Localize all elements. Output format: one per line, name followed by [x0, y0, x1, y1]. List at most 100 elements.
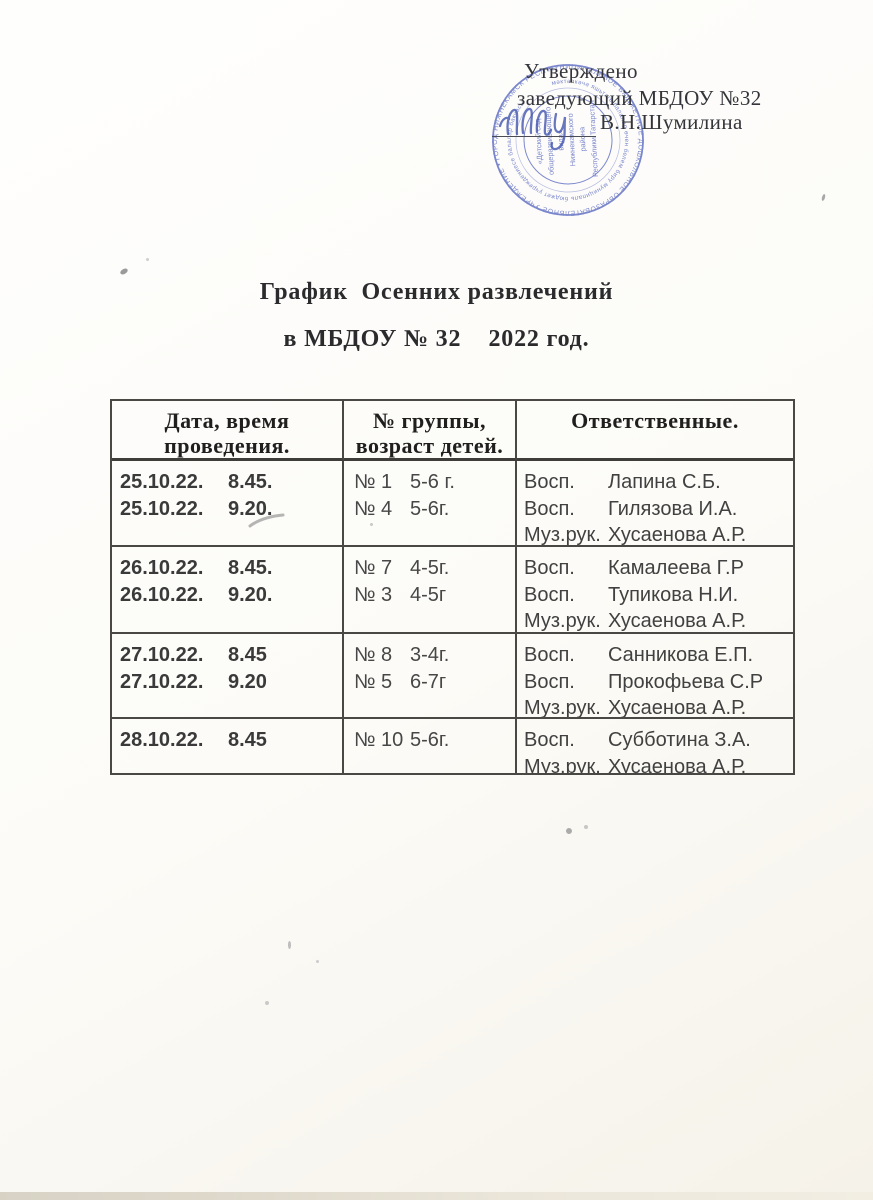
scan-speck [265, 1001, 269, 1005]
stamp-center-line: Республики Татарстан [587, 100, 600, 177]
responsible-role: Восп. [524, 497, 575, 520]
header-line: № группы, [372, 408, 487, 433]
group-number: № 5 [354, 670, 393, 693]
group-number: № 1 [354, 471, 393, 493]
responsible-name: Гилязова И.А. [608, 497, 738, 520]
group-line: № 7 4-5г. [354, 555, 515, 582]
responsible-line: Восп. Лапина С.Б. [524, 469, 793, 496]
session-time: 8.45 [228, 644, 267, 666]
responsible-role: Муз.рук. [524, 755, 601, 774]
scan-speck [564, 826, 574, 836]
session-line: 27.10.22. 9.20 [120, 669, 342, 696]
stamp-outer-circle [492, 64, 644, 216]
responsible-role: Муз.рук. [524, 697, 601, 719]
header-date-time: Дата, время проведения. [112, 401, 344, 461]
table-row-2-group-cell: № 7 4-5г. № 3 4-5г [344, 547, 517, 634]
pen-mark [248, 513, 285, 528]
responsible-line: Муз.рук. Хусаенова А.Р. [524, 754, 793, 774]
stamp-center-line: «Детский сад [533, 118, 544, 165]
scan-speck [584, 825, 588, 829]
responsible-line: Муз.рук. Хусаенова А.Р. [524, 522, 793, 545]
schedule-table: Дата, время проведения. № группы, возрас… [110, 399, 795, 775]
group-number: № 4 [354, 497, 393, 520]
responsible-role: Восп. [524, 583, 575, 606]
session-line: 25.10.22. 9.20. [120, 496, 342, 523]
stamp-inner-circle [523, 95, 613, 185]
signatory-name: В.Н.Шумилина [600, 110, 743, 134]
responsible-role: Восп. [524, 729, 575, 751]
responsible-line: Восп. Субботина З.А. [524, 727, 793, 754]
table-row-2-responsible-cell: Восп. Камалеева Г.Р Восп. Тупикова Н.И. Му… [517, 547, 793, 634]
session-date: 27.10.22. [120, 670, 204, 693]
session-line: 28.10.22. 8.45 [120, 727, 342, 754]
scan-speck [821, 193, 826, 202]
group-number: № 7 [354, 557, 393, 579]
header-group-age: № группы, возраст детей. [344, 401, 517, 461]
signature-line [492, 136, 596, 137]
scan-edge-shadow [0, 1192, 873, 1200]
session-time: 8.45. [228, 557, 273, 579]
group-number: № 10 [354, 729, 404, 751]
stamp-center-line: района [577, 126, 587, 152]
group-age: 4-5г [410, 583, 447, 606]
table-row-3-responsible-cell: Восп. Санникова Е.П. Восп. Прокофьева С.Р … [517, 634, 793, 719]
session-time: 8.45. [228, 471, 273, 493]
responsible-name: Камалеева Г.Р [608, 557, 744, 579]
session-date: 25.10.22. [120, 471, 204, 493]
responsible-line: Муз.рук. Хусаенова А.Р. [524, 608, 793, 632]
session-line: 27.10.22. 8.45 [120, 642, 342, 669]
table-row-1-group-cell: № 1 5-6 г. № 4 5-6г. [344, 461, 517, 547]
session-date: 26.10.22. [120, 557, 204, 579]
responsible-line: Восп. Санникова Е.П. [524, 642, 793, 669]
table-row-3-date-cell: 27.10.22. 8.45 27.10.22. 9.20 [112, 634, 344, 719]
approved-label: Утверждено [524, 59, 638, 83]
scan-speck [146, 258, 149, 261]
responsible-role: Восп. [524, 557, 575, 579]
session-date: 28.10.22. [120, 729, 204, 751]
group-line: № 3 4-5г [354, 582, 515, 609]
group-age: 6-7г [410, 670, 447, 693]
table-row-4-date-cell: 28.10.22. 8.45 [112, 719, 344, 773]
group-number: № 3 [354, 583, 393, 606]
approval-position: заведующий МБДОУ №32 [517, 86, 762, 110]
session-time: 8.45 [228, 729, 267, 751]
responsible-name: Субботина З.А. [608, 729, 751, 751]
group-age: 3-4г. [410, 644, 450, 666]
group-line: № 4 5-6г. [354, 496, 515, 523]
responsible-line: Восп. Прокофьева С.Р [524, 669, 793, 696]
session-date: 27.10.22. [120, 644, 204, 666]
responsible-line: Восп. Камалеева Г.Р [524, 555, 793, 582]
session-time: 9.20. [228, 583, 273, 606]
group-age: 5-6г. [410, 729, 450, 751]
header-line: Ответственные. [571, 408, 739, 433]
group-number: № 8 [354, 644, 393, 666]
responsible-role: Восп. [524, 670, 575, 693]
table-row-2-date-cell: 26.10.22. 8.45. 26.10.22. 9.20. [112, 547, 344, 634]
header-line: проведения. [164, 433, 290, 458]
session-time: 9.20. [228, 497, 273, 520]
stamp-middle-circle [515, 87, 621, 193]
responsible-line: Муз.рук. Хусаенова А.Р. [524, 695, 793, 719]
responsible-line: Восп. Тупикова Н.И. [524, 582, 793, 609]
document-title-line1: График Осенних развлечений [259, 279, 614, 305]
table-row-1-date-cell: 25.10.22. 8.45. 25.10.22. 9.20. [112, 461, 344, 547]
handwritten-signature [498, 107, 567, 151]
group-line: № 5 6-7г [354, 669, 515, 696]
table-row-4-responsible-cell: Восп. Субботина З.А. Муз.рук. Хусаенова А.… [517, 719, 793, 773]
session-date: 26.10.22. [120, 583, 204, 606]
session-line: 26.10.22. 8.45. [120, 555, 342, 582]
scan-speck [316, 960, 319, 963]
stamp-center-line: Нижнекамского [566, 113, 578, 166]
session-line: 25.10.22. 8.45. [120, 469, 342, 496]
group-line: № 8 3-4г. [354, 642, 515, 669]
session-date: 25.10.22. [120, 497, 204, 520]
stamp-center-text: «Детский сад общеразвивающего вида» Нижн… [533, 100, 600, 177]
responsible-role: Восп. [524, 471, 575, 493]
responsible-name: Санникова Е.П. [608, 644, 754, 666]
scan-speck [119, 267, 129, 276]
table-row-4-group-cell: № 10 5-6г. [344, 719, 517, 773]
responsible-line: Восп. Гилязова И.А. [524, 496, 793, 523]
table-row-1-responsible-cell: Восп. Лапина С.Б. Восп. Гилязова И.А. Муз.… [517, 461, 793, 547]
responsible-name: Хусаенова А.Р. [608, 697, 747, 719]
